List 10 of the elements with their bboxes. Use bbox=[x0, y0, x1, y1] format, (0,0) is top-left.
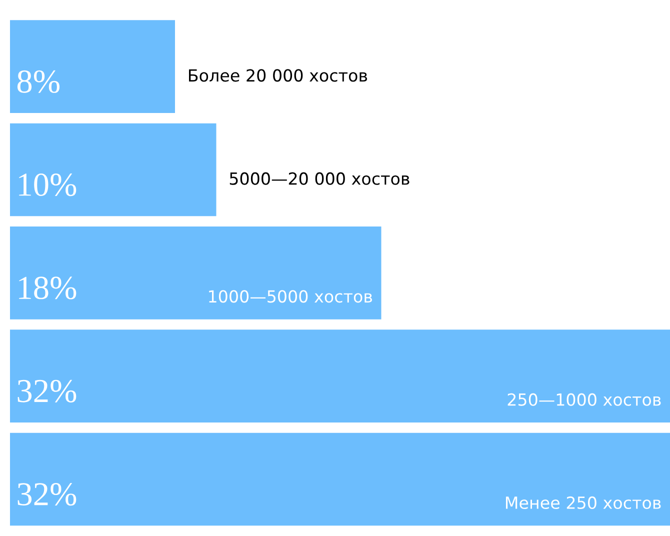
data-label: 32% bbox=[18, 483, 76, 506]
data-label: 8% bbox=[17, 70, 60, 93]
y-tick-label: 250—1000 хостов bbox=[508, 393, 661, 406]
data-label: 10% bbox=[19, 174, 76, 196]
y-tick-label: Более 20 000 хостов bbox=[189, 69, 368, 82]
data-label: 18% bbox=[19, 276, 76, 300]
y-tick-label: 1000—5000 хостов bbox=[209, 290, 372, 303]
y-tick-label: Менее 250 хостов bbox=[506, 496, 661, 510]
y-tick-label: 5000—20 000 хостов bbox=[230, 172, 410, 185]
data-label: 32% bbox=[18, 380, 76, 402]
